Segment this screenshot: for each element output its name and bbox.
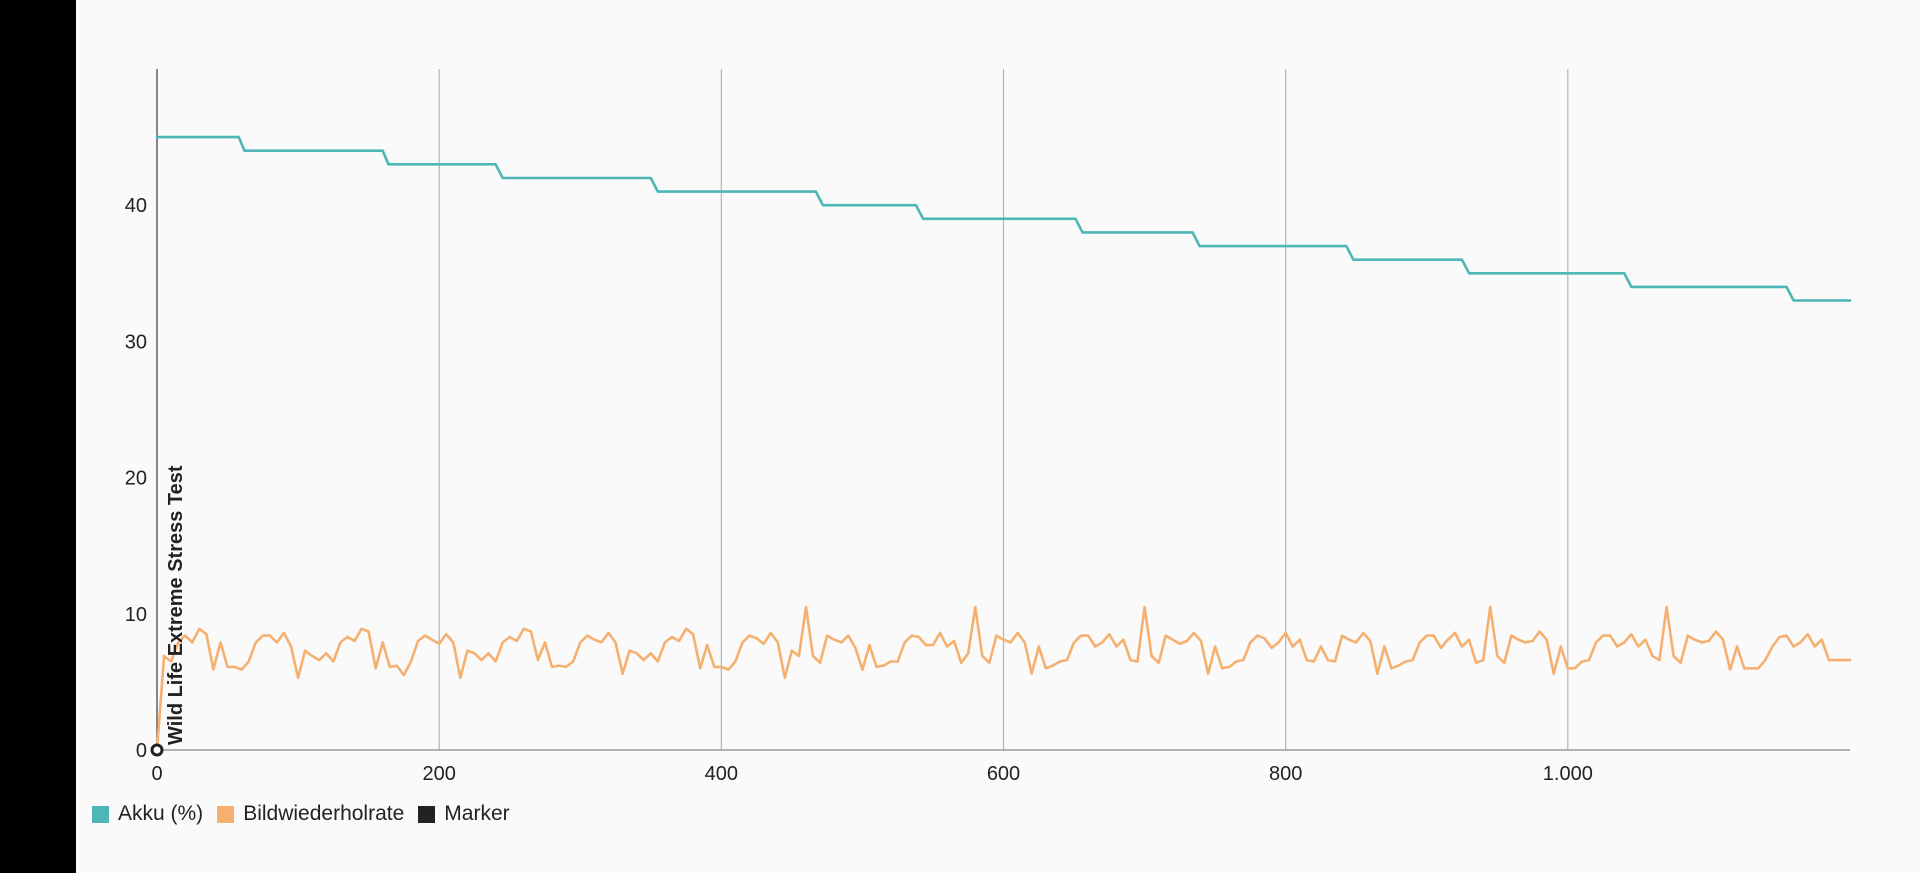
legend-label-akku: Akku (%) [118,802,204,825]
y-tick-label-0: 0 [136,740,147,762]
x-tick-label-0: 0 [151,763,162,785]
legend-item-akku[interactable]: Akku (%) [92,802,203,826]
x-tick-label-4: 800 [1269,763,1302,785]
x-tick-label-3: 600 [987,763,1020,785]
series-line-akku[interactable] [155,135,1852,302]
line-chart: 0 200 400 600 800 1.000 0 10 20 30 40 Wild Life Ex… [125,69,1852,785]
legend-swatch-bildwiederholrate [217,805,235,823]
x-tick-label-1: 200 [422,763,455,785]
legend-swatch-akku [92,805,109,823]
series-lines [155,135,1852,752]
y-tick-label-2: 20 [125,468,147,490]
y-tick-label-3: 30 [125,331,147,353]
legend-label-bildwiederholrate: Bildwiederholrate [243,802,405,825]
legend-item-bildwiederholrate[interactable]: Bildwiederholrate [217,802,404,826]
left-black-bar [0,0,76,873]
legend-label-marker: Marker [444,802,510,825]
axes: 0 200 400 600 800 1.000 0 10 20 30 40 [125,69,1850,785]
gridlines [438,69,1569,750]
chart-area: 0 200 400 600 800 1.000 0 10 20 30 40 Wild Life Ex… [76,0,1920,873]
marker-annotation-0: Wild Life Extreme Stress Test [165,465,187,745]
series-line-bildwiederholrate[interactable] [155,605,1852,752]
legend-swatch-marker [418,805,436,823]
y-tick-label-1: 10 [125,604,147,626]
markers: Wild Life Extreme Stress Test [150,465,187,757]
y-tick-label-4: 40 [125,195,147,217]
marker-point-0[interactable] [150,743,164,757]
legend-item-marker[interactable]: Marker [418,802,510,826]
x-tick-label-2: 400 [705,763,738,785]
legend: Akku (%) Bildwiederholrate Marker [92,802,510,826]
x-tick-label-5: 1.000 [1543,763,1593,785]
